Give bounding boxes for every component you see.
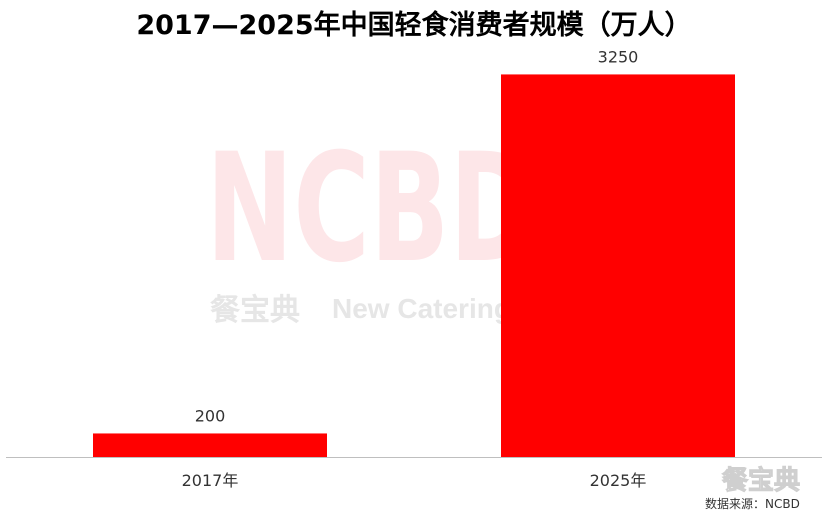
data-label-1: 200	[195, 406, 226, 425]
data-label-2: 3250	[598, 47, 639, 66]
watermark-cn-text: 餐宝典	[210, 293, 300, 328]
x-tick-label-1: 2017年	[182, 471, 239, 490]
bar-2	[501, 74, 735, 457]
x-tick-label-2: 2025年	[590, 471, 647, 490]
watermark-ncbd-text: NCBD	[206, 122, 536, 296]
source-note: 数据来源：NCBD	[705, 496, 800, 511]
bar-1	[93, 433, 327, 457]
watermark-en-text: New Catering	[332, 293, 511, 324]
chart-title: 2017—2025年中国轻食消费者规模（万人）	[136, 9, 691, 41]
plot-area: 200 2017年 3250 2025年	[93, 47, 735, 490]
brand-logo: 餐宝典	[722, 465, 800, 496]
watermark: NCBD 餐宝典 New Catering	[206, 122, 536, 328]
